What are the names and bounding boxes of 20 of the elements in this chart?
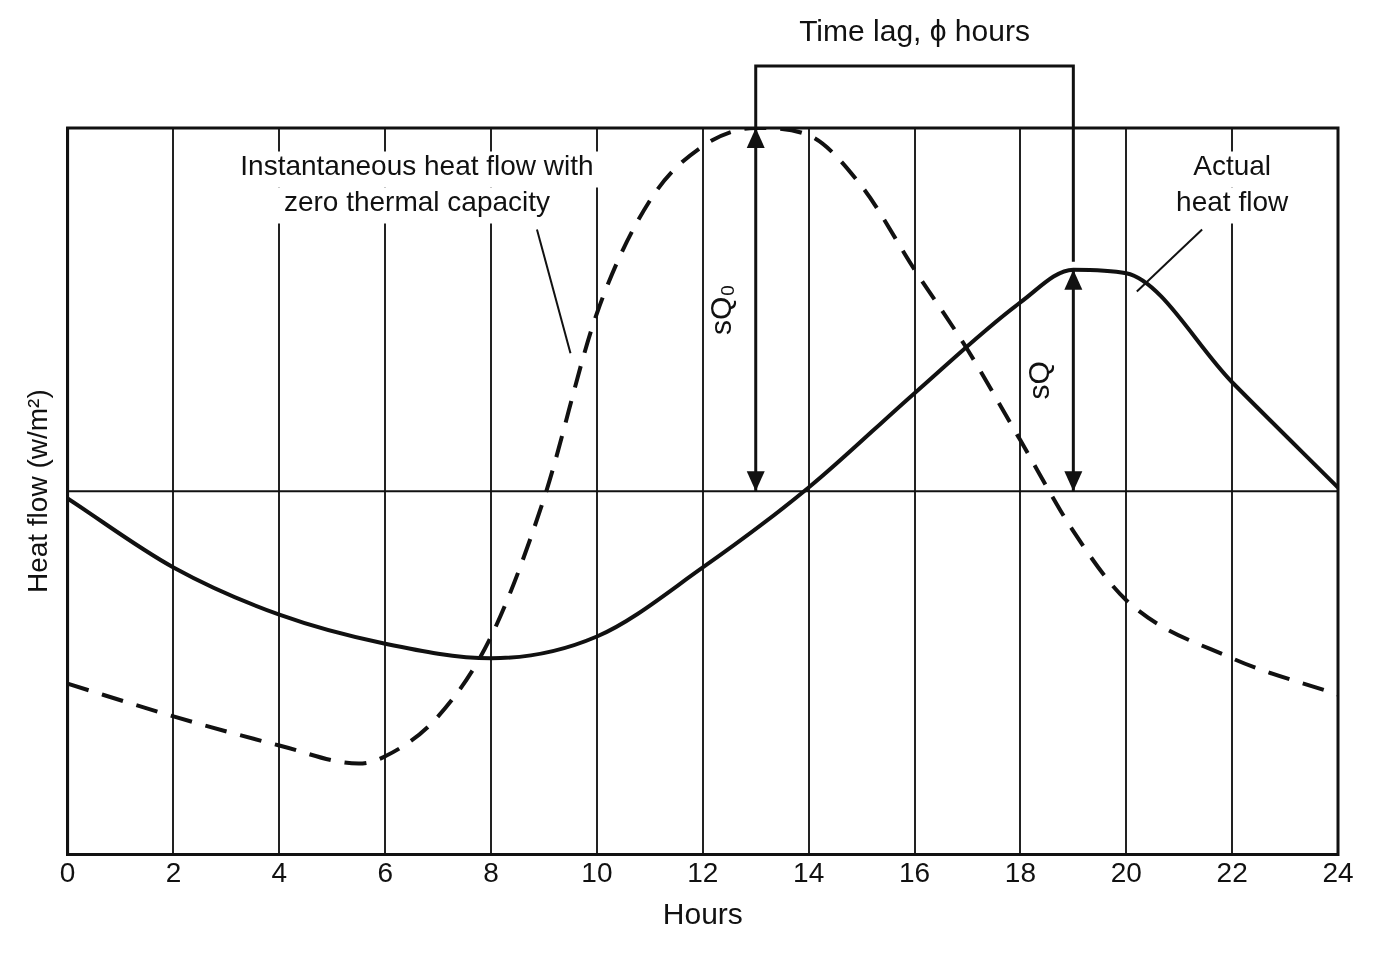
text: Time lag, ϕ hours	[799, 14, 1030, 48]
x-tick-label: 2	[165, 856, 182, 888]
annotation: sQ₀	[704, 284, 737, 335]
x-tick-label: 6	[377, 856, 393, 888]
x-tick-label: 24	[1322, 856, 1354, 888]
x-tick-label: 8	[483, 856, 499, 888]
x-tick-label: 14	[793, 856, 825, 888]
x-tick-label: 4	[271, 856, 288, 888]
x-tick-label: 22	[1216, 856, 1248, 888]
x-tick-label: 10	[581, 856, 613, 888]
series-label: Instantaneous heat flow with zero thermal capacity	[240, 150, 594, 218]
x-tick-label: 16	[898, 856, 931, 888]
x-tick-label: 20	[1110, 856, 1142, 888]
x-tick-label: 0	[59, 856, 76, 888]
x-axis-title: Hours	[662, 897, 743, 931]
x-tick-label: 12	[687, 856, 719, 888]
x-tick-label: 18	[1004, 856, 1036, 888]
text: Actual heat flow	[1176, 150, 1289, 218]
y-axis-title: Heat flow (w/m²)	[21, 389, 53, 594]
annotation: sQ	[1021, 361, 1055, 400]
